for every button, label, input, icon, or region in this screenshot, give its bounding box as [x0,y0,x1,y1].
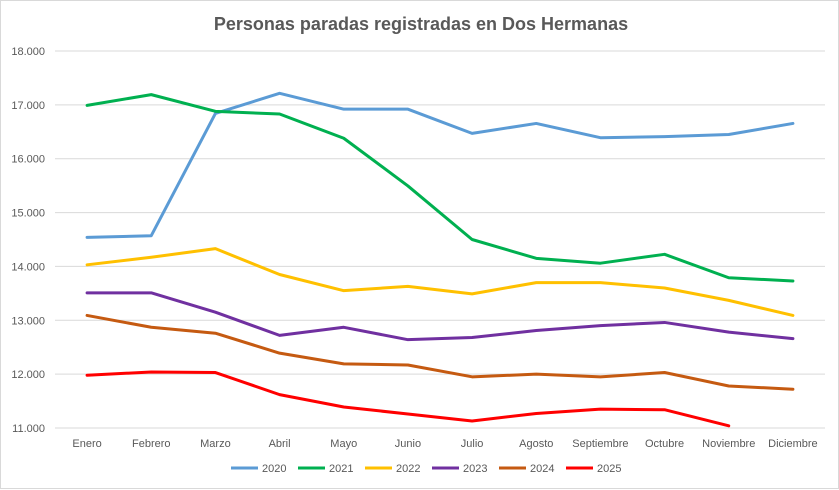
x-tick-label: Agosto [519,438,553,450]
chart-title: Personas paradas registradas en Dos Herm… [214,14,628,34]
legend-label: 2020 [262,463,286,475]
x-tick-label: Julio [461,438,484,450]
y-tick-label: 13.000 [11,315,45,327]
x-tick-label: Junio [395,438,421,450]
y-tick-label: 18.000 [11,46,45,58]
legend-label: 2022 [396,463,420,475]
y-tick-label: 17.000 [11,100,45,112]
x-tick-label: Noviembre [702,438,755,450]
legend-label: 2021 [329,463,353,475]
x-tick-label: Febrero [132,438,171,450]
x-tick-label: Diciembre [768,438,818,450]
series-line-2022 [85,247,795,317]
series-line-2025 [85,370,731,428]
series-line-2020 [85,91,795,239]
y-tick-label: 11.000 [12,423,45,435]
series-line-2021 [85,93,795,283]
series-line-2024 [85,313,795,391]
x-tick-label: Septiembre [572,438,628,450]
x-tick-label: Enero [72,438,101,450]
series-line-2023 [85,291,795,342]
legend-label: 2024 [530,463,554,475]
x-tick-label: Marzo [200,438,231,450]
legend-label: 2023 [463,463,487,475]
x-tick-label: Mayo [330,438,357,450]
y-tick-label: 16.000 [11,154,45,166]
y-tick-label: 15.000 [11,208,45,220]
x-tick-label: Abril [269,438,291,450]
y-tick-label: 12.000 [11,369,45,381]
x-tick-label: Octubre [645,438,684,450]
legend-label: 2025 [597,463,621,475]
y-tick-label: 14.000 [11,261,45,273]
